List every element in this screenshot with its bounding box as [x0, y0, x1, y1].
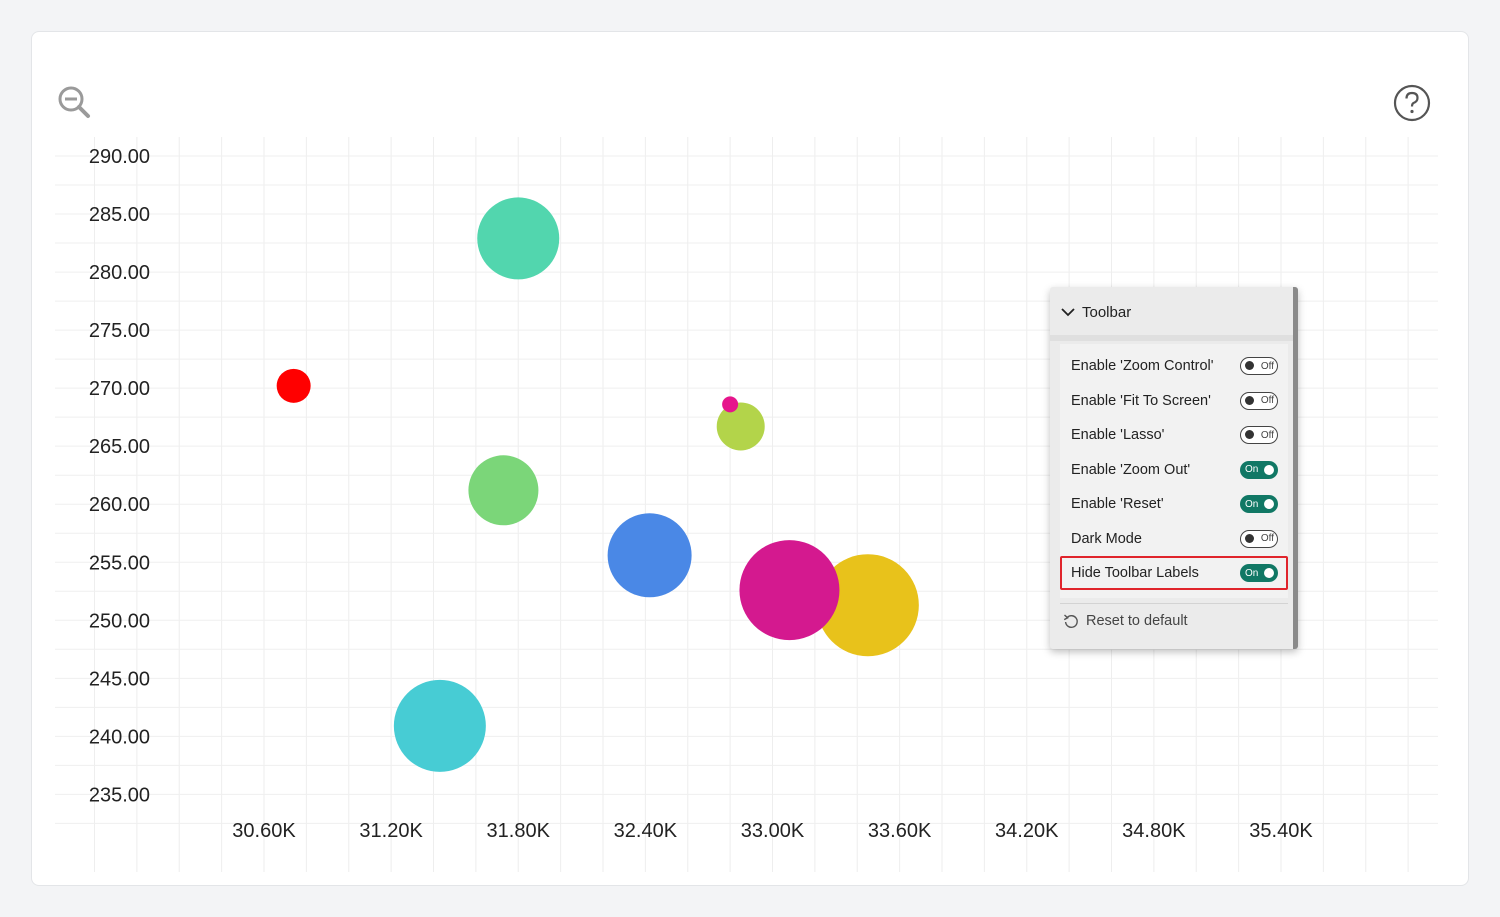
x-tick-label: 34.20K	[995, 820, 1059, 842]
data-point[interactable]	[477, 197, 560, 280]
toolbar-options: Enable 'Zoom Control' Off Enable 'Fit To…	[1060, 344, 1288, 598]
y-axis: 290.00 285.00 280.00 275.00 270.00 265.00 260.…	[89, 146, 150, 806]
y-tick-label: 275.00	[89, 320, 150, 342]
reset-to-default-button[interactable]: Reset to default	[1063, 613, 1188, 629]
x-tick-label: 31.80K	[487, 820, 551, 842]
toggle-dark-mode[interactable]: Off	[1240, 529, 1278, 548]
y-tick-label: 255.00	[89, 552, 150, 574]
data-point[interactable]	[468, 455, 539, 526]
data-point[interactable]	[607, 513, 692, 598]
y-tick-label: 250.00	[89, 610, 150, 632]
panel-divider	[1060, 603, 1288, 604]
option-fit-to-screen: Enable 'Fit To Screen' Off	[1060, 384, 1288, 418]
panel-divider	[1050, 335, 1293, 341]
y-tick-label: 245.00	[89, 668, 150, 690]
option-dark-mode: Dark Mode Off	[1060, 522, 1288, 556]
y-tick-label: 235.00	[89, 784, 150, 806]
option-label: Enable 'Zoom Control'	[1071, 358, 1214, 374]
x-tick-label: 33.00K	[741, 820, 805, 842]
data-point[interactable]	[716, 402, 765, 451]
option-hide-toolbar-labels: Hide Toolbar Labels On	[1060, 556, 1288, 590]
toggle-zoom-out[interactable]: On	[1240, 460, 1278, 479]
x-tick-label: 30.60K	[232, 820, 296, 842]
toolbar-section-title: Toolbar	[1082, 303, 1132, 321]
zoom-out-button[interactable]	[55, 83, 93, 121]
option-label: Hide Toolbar Labels	[1071, 565, 1199, 581]
toggle-reset[interactable]: On	[1240, 495, 1278, 513]
toolbar-settings-panel: Toolbar Enable 'Zoom Control' Off Enable…	[1050, 287, 1298, 649]
y-tick-label: 260.00	[89, 494, 150, 516]
data-points	[276, 197, 919, 772]
chart-grid	[55, 137, 1438, 872]
y-tick-label: 285.00	[89, 204, 150, 226]
reset-icon	[1063, 614, 1078, 628]
option-label: Enable 'Lasso'	[1071, 427, 1165, 443]
toolbar-section-header[interactable]: Toolbar	[1060, 301, 1131, 323]
x-tick-label: 35.40K	[1249, 820, 1313, 842]
toggle-fit-to-screen[interactable]: Off	[1240, 391, 1278, 410]
option-label: Enable 'Zoom Out'	[1071, 461, 1191, 478]
option-reset: Enable 'Reset' On	[1060, 487, 1288, 521]
toggle-hide-toolbar-labels[interactable]: On	[1240, 564, 1278, 582]
help-button[interactable]	[1392, 83, 1432, 123]
data-point[interactable]	[276, 368, 311, 403]
option-zoom-control: Enable 'Zoom Control' Off	[1060, 349, 1288, 383]
reset-label: Reset to default	[1086, 613, 1188, 629]
option-label: Dark Mode	[1071, 530, 1142, 547]
option-lasso: Enable 'Lasso' Off	[1060, 418, 1288, 452]
y-tick-label: 265.00	[89, 436, 150, 458]
y-tick-label: 290.00	[89, 146, 150, 168]
toggle-lasso[interactable]: Off	[1240, 426, 1278, 444]
data-point[interactable]	[393, 679, 486, 772]
zoom-out-icon	[58, 86, 90, 118]
x-axis: 30.60K 31.20K 31.80K 32.40K 33.00K 33.60K 34.2…	[232, 820, 1313, 842]
data-point[interactable]	[739, 540, 840, 641]
data-point[interactable]	[722, 396, 739, 413]
option-zoom-out: Enable 'Zoom Out' On	[1060, 453, 1288, 487]
y-tick-label: 240.00	[89, 726, 150, 748]
y-tick-label: 270.00	[89, 378, 150, 400]
x-tick-label: 32.40K	[614, 820, 678, 842]
help-icon	[1393, 84, 1431, 122]
panel-scrollbar[interactable]	[1293, 287, 1298, 649]
y-tick-label: 280.00	[89, 262, 150, 284]
toggle-zoom-control[interactable]: Off	[1240, 357, 1278, 375]
chevron-down-icon	[1061, 308, 1075, 317]
x-tick-label: 34.80K	[1122, 820, 1186, 842]
data-point[interactable]	[816, 554, 919, 657]
x-tick-label: 31.20K	[359, 820, 423, 842]
option-label: Enable 'Fit To Screen'	[1071, 392, 1211, 409]
x-tick-label: 33.60K	[868, 820, 932, 842]
option-label: Enable 'Reset'	[1071, 496, 1164, 512]
